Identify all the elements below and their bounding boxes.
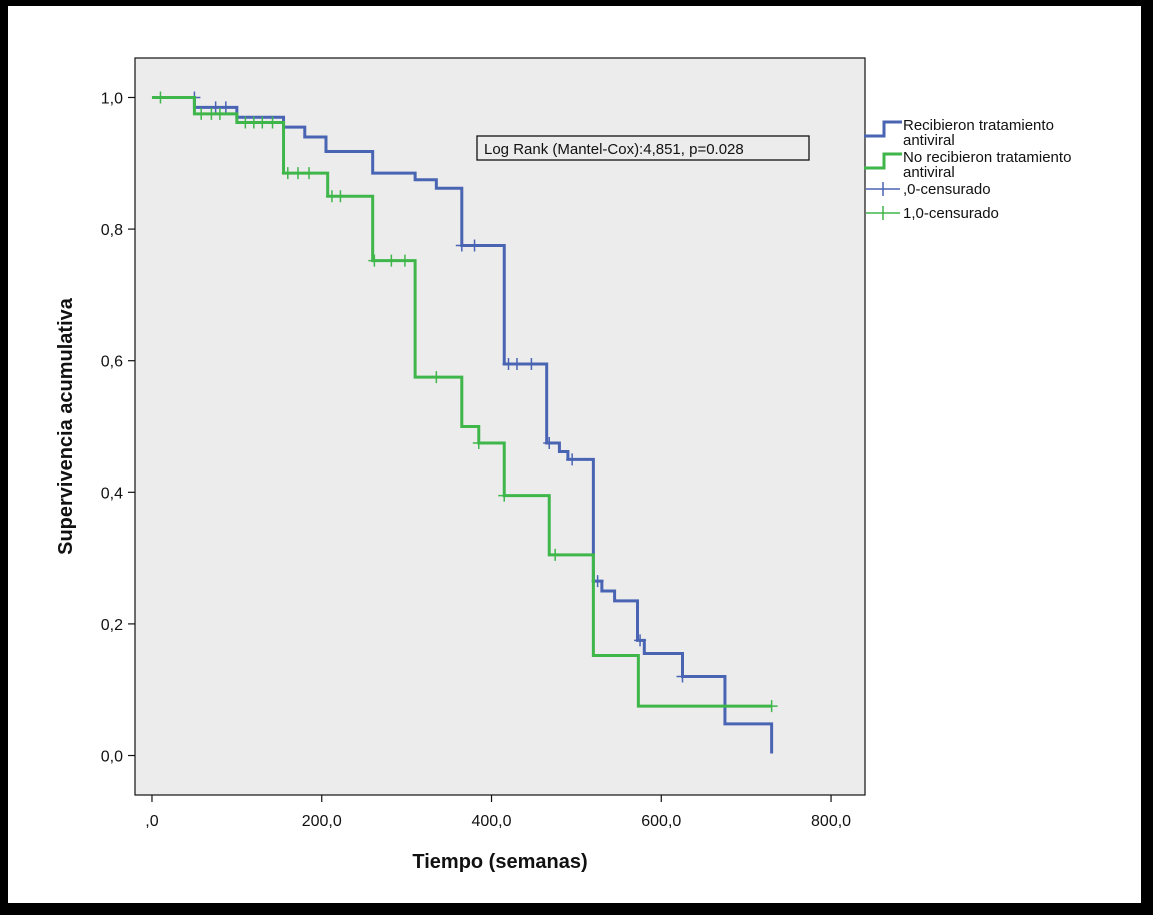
annotation-box: Log Rank (Mantel-Cox):4,851, p=0.028: [476, 135, 810, 161]
x-tick-label: ,0: [145, 813, 158, 830]
censor-mark: [765, 700, 778, 713]
censor-mark: [303, 167, 316, 180]
censor-mark: [498, 489, 511, 502]
censor-mark: [256, 116, 269, 129]
censor-mark: [291, 167, 304, 180]
legend-label: antiviral: [903, 164, 955, 181]
y-axis: 0,0 0,2 0,4 0,6 0,8 1,0: [101, 90, 135, 766]
censor-mark: [154, 91, 167, 104]
y-tick-label: 0,8: [101, 222, 123, 239]
legend-swatch-step: [864, 120, 902, 138]
censor-mark: [430, 371, 443, 384]
plot-area: [134, 57, 866, 796]
legend-label: antiviral: [903, 132, 955, 149]
y-tick-label: 0,2: [101, 617, 123, 634]
legend-swatch-step: [864, 152, 902, 170]
x-axis: ,0 200,0 400,0 600,0 800,0: [145, 795, 851, 830]
censor-mark: [219, 101, 232, 114]
y-tick-label: 1,0: [101, 90, 123, 107]
censor-mark: [549, 548, 562, 561]
censor-mark: [368, 254, 381, 267]
censor-mark: [510, 357, 523, 370]
censor-mark: [398, 254, 411, 267]
censor-mark: [525, 357, 538, 370]
x-tick-label: 800,0: [811, 813, 851, 830]
y-tick-label: 0,6: [101, 354, 123, 371]
legend-label: No recibieron tratamiento: [903, 149, 1071, 166]
censor-mark: [266, 116, 279, 129]
censor-mark: [334, 190, 347, 203]
legend-label: 1,0-censurado: [903, 205, 999, 222]
censor-mark: [195, 107, 208, 120]
y-tick-label: 0,4: [101, 485, 123, 502]
censor-mark: [385, 254, 398, 267]
censor-mark: [634, 634, 647, 647]
censor-mark: [209, 101, 222, 114]
censor-mark: [543, 436, 556, 449]
censor-mark: [676, 670, 689, 683]
censor-mark: [472, 436, 485, 449]
censor-mark: [213, 107, 226, 120]
x-axis-title: Tiempo (semanas): [412, 851, 587, 873]
x-tick-label: 200,0: [302, 813, 342, 830]
censor-mark: [566, 453, 579, 466]
censor-mark: [455, 239, 468, 252]
legend-label: ,0-censurado: [903, 181, 991, 198]
legend-swatch-censor: [866, 182, 900, 196]
legend-swatch-censor: [866, 206, 900, 220]
series-group: [151, 91, 778, 754]
log-rank-annotation: Log Rank (Mantel-Cox):4,851, p=0.028: [484, 141, 744, 158]
y-tick-label: 0,0: [101, 749, 123, 766]
x-tick-label: 400,0: [471, 813, 511, 830]
y-axis-title: Supervivencia acumulativa: [55, 297, 77, 555]
censor-mark: [281, 167, 294, 180]
legend-label: Recibieron tratamiento: [903, 117, 1054, 134]
annotation-border: [476, 135, 810, 161]
x-tick-label: 600,0: [641, 813, 681, 830]
censor-mark: [468, 239, 481, 252]
